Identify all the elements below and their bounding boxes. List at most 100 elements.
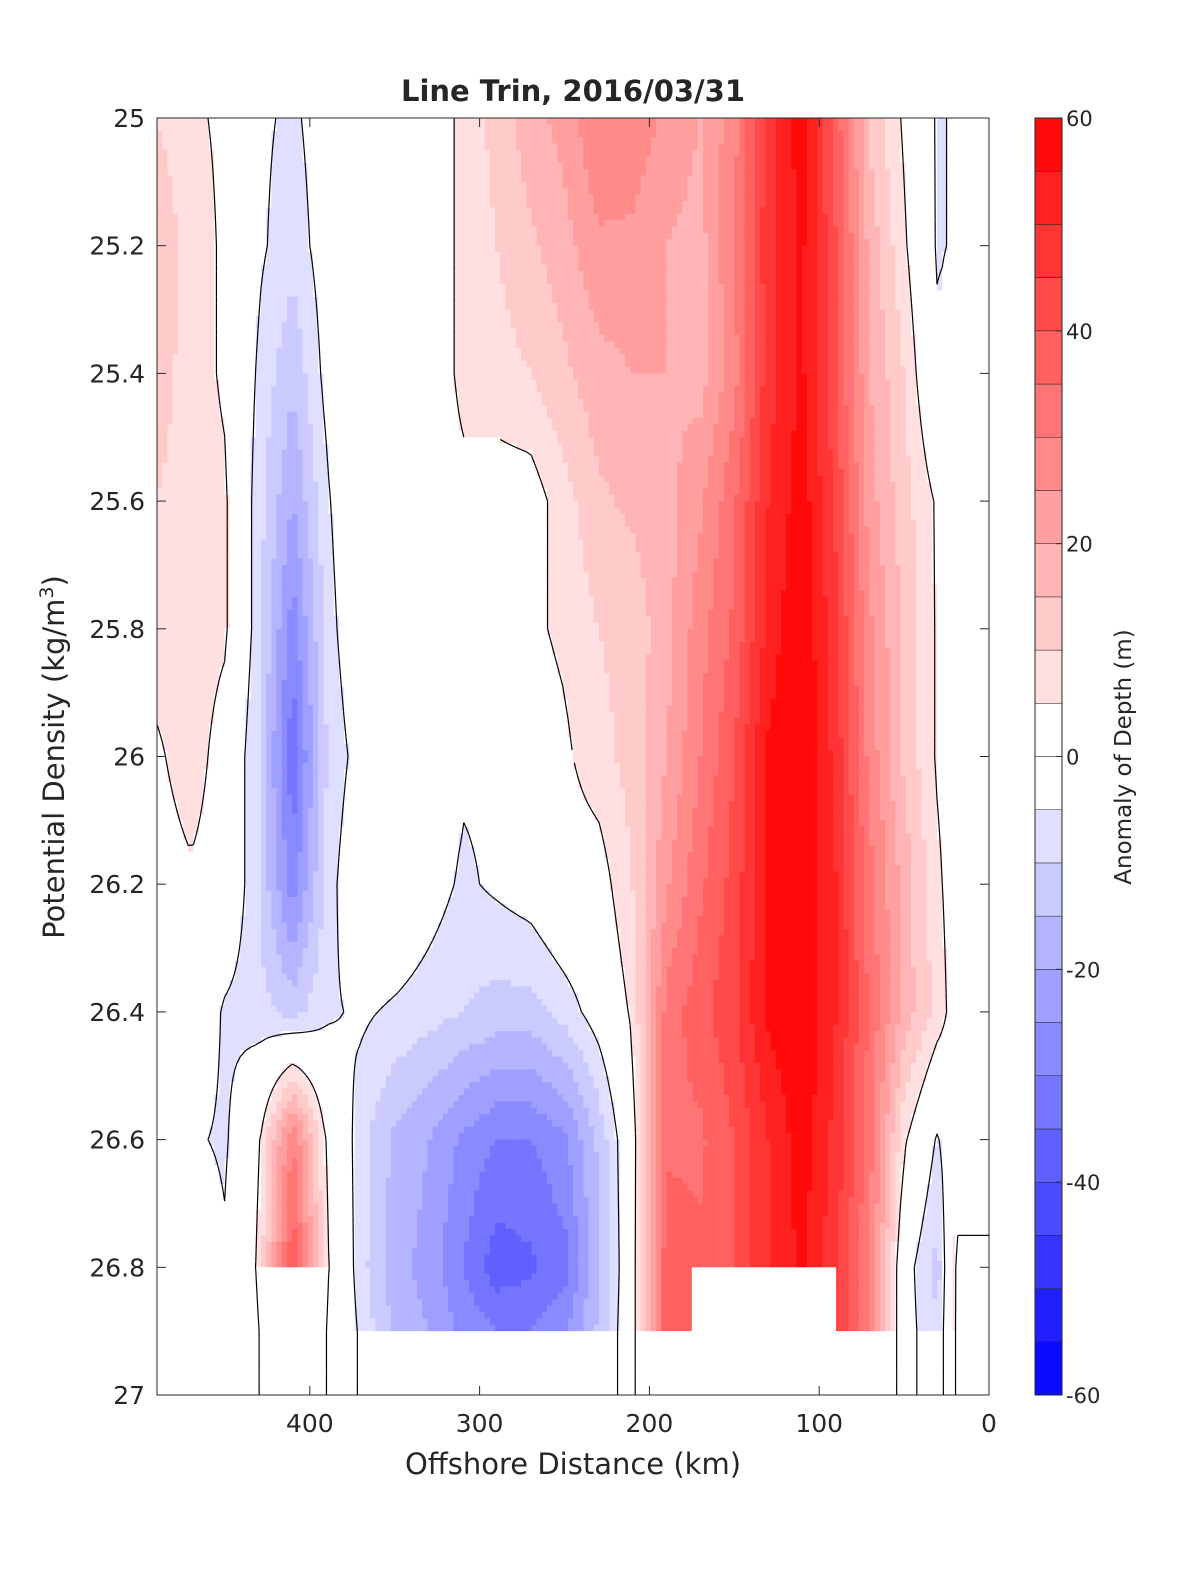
heatmap-cell (713, 131, 719, 138)
heatmap-cell (765, 271, 771, 278)
heatmap-cell (807, 207, 813, 214)
heatmap-cell (880, 163, 886, 170)
heatmap-cell (906, 207, 912, 214)
heatmap-cell (505, 278, 511, 285)
heatmap-cell (901, 252, 907, 259)
heatmap-cell (490, 290, 496, 297)
heatmap-cell (573, 290, 579, 297)
heatmap-cell (537, 207, 543, 214)
heatmap-cell (771, 150, 777, 157)
heatmap-cell (786, 144, 792, 151)
heatmap-cell (656, 214, 662, 221)
heatmap-cell (797, 118, 803, 125)
heatmap-cell (401, 233, 407, 240)
heatmap-cell (651, 124, 657, 131)
heatmap-cell (485, 175, 491, 182)
heatmap-cell (901, 239, 907, 246)
heatmap-cell (188, 278, 194, 285)
heatmap-cell (578, 124, 584, 131)
heatmap-cell (297, 144, 303, 151)
heatmap-cell (557, 182, 563, 189)
heatmap-cell (635, 233, 641, 240)
heatmap-cell (937, 220, 943, 227)
heatmap-cell (927, 163, 933, 170)
heatmap-cell (531, 303, 537, 310)
heatmap-cell (167, 239, 173, 246)
heatmap-cell (355, 163, 361, 170)
heatmap-cell (885, 118, 891, 125)
heatmap-cell (760, 118, 766, 125)
heatmap-cell (349, 124, 355, 131)
heatmap-cell (490, 303, 496, 310)
heatmap-cell (479, 207, 485, 214)
heatmap-cell (609, 303, 615, 310)
heatmap-cell (797, 214, 803, 221)
heatmap-cell (381, 278, 387, 285)
heatmap-cell (693, 271, 699, 278)
heatmap-cell (625, 156, 631, 163)
heatmap-cell (791, 156, 797, 163)
heatmap-cell (890, 284, 896, 291)
heatmap-cell (219, 239, 225, 246)
heatmap-cell (282, 131, 288, 138)
heatmap-cell (875, 278, 881, 285)
heatmap-cell (885, 201, 891, 208)
heatmap-cell (890, 239, 896, 246)
heatmap-cell (609, 297, 615, 304)
heatmap-cell (448, 271, 454, 278)
heatmap-cell (375, 118, 381, 125)
heatmap-cell (407, 310, 413, 317)
heatmap-cell (635, 144, 641, 151)
heatmap-cell (282, 195, 288, 202)
heatmap-cell (225, 220, 231, 227)
heatmap-cell (287, 169, 293, 176)
heatmap-cell (355, 271, 361, 278)
heatmap-cell (739, 284, 745, 291)
heatmap-cell (921, 278, 927, 285)
heatmap-cell (464, 303, 470, 310)
heatmap-cell (355, 233, 361, 240)
heatmap-cell (407, 163, 413, 170)
heatmap-cell (719, 227, 725, 234)
heatmap-cell (937, 297, 943, 304)
heatmap-cell (817, 207, 823, 214)
heatmap-cell (568, 284, 574, 291)
heatmap-cell (786, 310, 792, 317)
heatmap-cell (729, 303, 735, 310)
heatmap-cell (719, 290, 725, 297)
heatmap-cell (516, 214, 522, 221)
heatmap-cell (880, 156, 886, 163)
heatmap-cell (698, 220, 704, 227)
heatmap-cell (682, 278, 688, 285)
heatmap-cell (729, 297, 735, 304)
heatmap-cell (396, 214, 402, 221)
heatmap-cell (615, 137, 621, 144)
heatmap-cell (625, 239, 631, 246)
heatmap-cell (391, 258, 397, 265)
heatmap-cell (786, 175, 792, 182)
heatmap-cell (890, 246, 896, 253)
heatmap-cell (318, 214, 324, 221)
heatmap-cell (651, 246, 657, 253)
heatmap-cell (495, 131, 501, 138)
heatmap-cell (589, 124, 595, 131)
heatmap-cell (776, 124, 782, 131)
heatmap-cell (615, 284, 621, 291)
heatmap-cell (802, 150, 808, 157)
heatmap-cell (755, 201, 761, 208)
heatmap-cell (760, 214, 766, 221)
heatmap-cell (786, 233, 792, 240)
heatmap-cell (521, 265, 527, 272)
heatmap-cell (308, 156, 314, 163)
heatmap-cell (219, 182, 225, 189)
heatmap-cell (755, 220, 761, 227)
heatmap-cell (797, 169, 803, 176)
heatmap-cell (407, 124, 413, 131)
heatmap-cell (448, 188, 454, 195)
heatmap-cell (157, 290, 163, 297)
heatmap-cell (193, 290, 199, 297)
heatmap-cell (651, 175, 657, 182)
heatmap-cell (620, 207, 626, 214)
heatmap-cell (646, 271, 652, 278)
heatmap-cell (916, 246, 922, 253)
